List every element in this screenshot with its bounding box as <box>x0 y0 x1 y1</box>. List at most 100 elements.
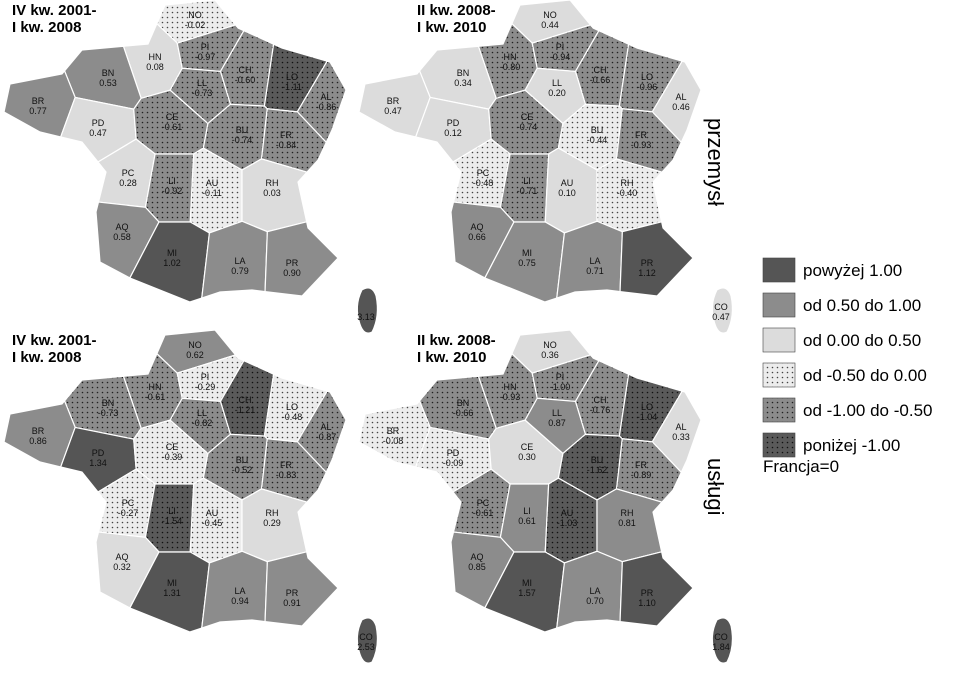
region-code: PD <box>447 118 460 128</box>
legend-label: powyżej 1.00 <box>803 261 902 280</box>
region-code: CH <box>239 65 252 75</box>
region-code: BN <box>457 398 470 408</box>
region <box>484 551 566 633</box>
region-value: 2.53 <box>357 642 375 652</box>
region-value: 0.91 <box>283 598 301 608</box>
region-value: -0.80 <box>500 62 521 72</box>
region-code: FR <box>280 460 292 470</box>
region-code: MI <box>167 248 177 258</box>
region-value: -0.11 <box>202 188 222 198</box>
region-code: CO <box>714 632 728 642</box>
region-code: AQ <box>115 222 128 232</box>
region-value: 0.20 <box>548 88 566 98</box>
region-value: -0.86 <box>316 102 337 112</box>
map-title: I kw. 2010 <box>417 19 487 36</box>
region-code: AU <box>561 508 574 518</box>
region-code: LA <box>589 256 600 266</box>
region-code: AQ <box>115 552 128 562</box>
region-value: 0.62 <box>186 350 204 360</box>
region-code: BN <box>457 68 470 78</box>
map-title: II kw. 2008- <box>417 332 496 349</box>
region-value: 0.47 <box>89 128 107 138</box>
region-value: -0.84 <box>276 140 297 150</box>
region <box>358 399 431 468</box>
region-value: -0.52 <box>232 465 253 475</box>
region-value: -1.54 <box>162 516 183 526</box>
region-code: HN <box>504 52 517 62</box>
region-value: -0.09 <box>443 458 464 468</box>
region-value: -0.71 <box>517 186 538 196</box>
region-code: RH <box>266 178 279 188</box>
region-value: -0.96 <box>637 82 658 92</box>
region-value: -0.76 <box>590 405 611 415</box>
region <box>169 397 232 455</box>
region-value: -0.89 <box>631 470 652 480</box>
region-code: PD <box>92 118 105 128</box>
region <box>3 399 76 468</box>
region-value: -0.61 <box>162 122 183 132</box>
region-value: 1.02 <box>163 258 181 268</box>
region-code: NO <box>188 340 202 350</box>
region-value: -0.93 <box>631 140 652 150</box>
region-code: MI <box>167 578 177 588</box>
region-value: -1.62 <box>587 465 608 475</box>
region-value: 1.10 <box>638 598 656 608</box>
region-value: -1.11 <box>282 82 302 92</box>
region-value: -0.93 <box>500 392 521 402</box>
region <box>484 221 566 303</box>
region-code: LA <box>234 586 245 596</box>
region-value: -0.27 <box>118 508 139 518</box>
region-code: FR <box>635 460 647 470</box>
region-code: PR <box>641 588 654 598</box>
region <box>556 550 623 629</box>
region-code: PR <box>286 258 299 268</box>
region-value: -0.82 <box>192 418 213 428</box>
region <box>264 551 339 627</box>
map: NO-0.02 HN0.08 PI-0.97 BN0.53 CH-0.60 LO-1.11… <box>3 0 378 334</box>
region-value: -0.66 <box>590 75 611 85</box>
region-code: AL <box>675 422 686 432</box>
region-value: -0.48 <box>282 412 303 422</box>
region-code: BU <box>236 455 249 465</box>
region-value: 0.47 <box>712 312 730 322</box>
region-code: PC <box>477 498 490 508</box>
region-value: 0.10 <box>558 188 576 198</box>
region-code: BR <box>32 96 45 106</box>
region-value: -0.29 <box>195 382 216 392</box>
region <box>556 220 623 299</box>
region-code: CE <box>521 442 534 452</box>
region-value: -1.00 <box>550 382 571 392</box>
region <box>169 67 232 125</box>
region <box>201 220 268 299</box>
region-value: -0.61 <box>473 508 494 518</box>
region <box>201 550 268 629</box>
region-value: 0.44 <box>541 20 559 30</box>
region-code: PD <box>447 448 460 458</box>
region-value: 0.70 <box>586 596 604 606</box>
region-code: LL <box>552 408 562 418</box>
region-value: 0.46 <box>672 102 690 112</box>
region-code: PI <box>556 42 565 52</box>
region-value: -0.73 <box>192 88 213 98</box>
legend-label: od 0.00 do 0.50 <box>803 331 921 350</box>
region-code: CH <box>594 395 607 405</box>
region-code: PD <box>92 448 105 458</box>
region-code: PR <box>286 588 299 598</box>
legend-label: poniżej -1.00 <box>803 436 900 455</box>
region-code: PC <box>477 168 490 178</box>
legend-label: od -1.00 do -0.50 <box>803 401 932 420</box>
region-value: -0.40 <box>617 188 638 198</box>
region-code: RH <box>621 508 634 518</box>
region-code: NO <box>543 340 557 350</box>
region <box>711 617 733 664</box>
region-value: -0.66 <box>453 408 474 418</box>
region-code: LL <box>197 78 207 88</box>
region-value: -0.74 <box>232 135 253 145</box>
legend-swatch <box>762 327 796 353</box>
region-code: BR <box>387 426 400 436</box>
region-code: AQ <box>470 222 483 232</box>
region-code: LA <box>234 256 245 266</box>
region-value: -0.48 <box>473 178 494 188</box>
